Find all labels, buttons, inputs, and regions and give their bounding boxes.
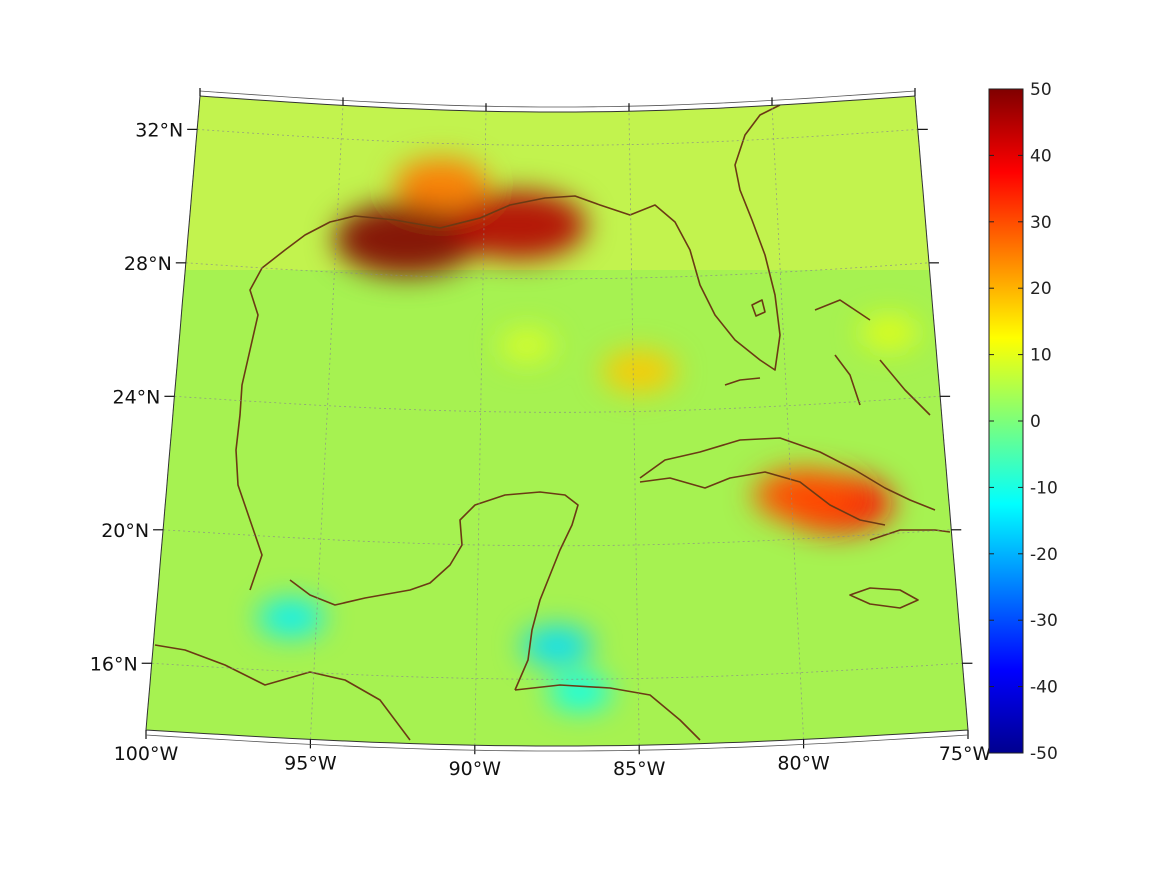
field-hotspot: [257, 598, 325, 637]
frame-tick-marks: [141, 88, 973, 755]
meridian-line: [771, 105, 804, 740]
field-hotspot: [499, 329, 555, 362]
lon-tick-label: 90°W: [449, 758, 502, 780]
colorbar-tick-label: 10: [1030, 346, 1052, 366]
longitude-labels: 100°W 95°W 90°W 85°W 80°W 75°W: [114, 743, 992, 780]
florida-keys-outline: [724, 377, 761, 386]
latitude-labels: 32°N 28°N 24°N 20°N 16°N: [90, 119, 183, 675]
parallel-line: [163, 529, 952, 547]
colorbar-tick-label: -20: [1030, 545, 1058, 565]
lat-tick-label: 28°N: [124, 253, 172, 275]
meridian-line: [628, 111, 640, 746]
colorbar-tick-label: 0: [1030, 412, 1041, 432]
field-hotspot: [334, 202, 481, 276]
cuba-outline: [639, 437, 936, 526]
hotspot-layer: [257, 158, 919, 711]
yucatan-outline: [289, 491, 579, 691]
bahamas-outline: [814, 299, 931, 416]
hispaniola-outline: [869, 529, 951, 541]
lat-tick-label: 24°N: [113, 386, 161, 408]
gulf-coast-outline: [235, 104, 781, 591]
field-hotspot: [860, 315, 919, 350]
field-hotspot: [521, 625, 593, 666]
field-hotspot: [601, 350, 678, 393]
colorbar-tick-label: 50: [1030, 80, 1052, 100]
colorbar-ramp: [988, 88, 1024, 754]
colorbar-tick-label: -50: [1030, 744, 1058, 764]
colorbar-tick-label: 30: [1030, 213, 1052, 233]
field-hotspot: [753, 468, 855, 523]
lon-tick-label: 75°W: [939, 743, 992, 765]
colorbar: 50 40 30 20 10 0 -10 -20 -30 -40 -50: [988, 80, 1058, 764]
colorbar-tick-label: 20: [1030, 279, 1052, 299]
colorbar-tick-label: -10: [1030, 478, 1058, 498]
colorbar-ticks: 50 40 30 20 10 0 -10 -20 -30 -40 -50: [989, 80, 1058, 764]
meridian-line: [310, 105, 344, 740]
lon-tick-label: 100°W: [114, 743, 179, 765]
lon-tick-label: 95°W: [284, 752, 337, 774]
coastlines: [154, 104, 951, 741]
parallel-line: [197, 129, 918, 146]
meridian-line: [474, 111, 487, 746]
lon-tick-label: 85°W: [613, 758, 666, 780]
jamaica-outline: [849, 587, 919, 609]
lon-tick-label: 80°W: [777, 752, 830, 774]
lat-tick-label: 16°N: [90, 653, 138, 675]
field-hotspot: [548, 674, 611, 711]
colorbar-tick-label: -40: [1030, 678, 1058, 698]
map-frame-inner: [199, 90, 916, 108]
field-hotspot: [451, 190, 587, 260]
lake-okeechobee-outline: [751, 299, 766, 317]
lat-tick-label: 32°N: [135, 119, 183, 141]
colorbar-tick-label: -30: [1030, 611, 1058, 631]
colorbar-tick-label: 40: [1030, 146, 1052, 166]
map-frame-inner-bottom: [145, 734, 969, 752]
lat-tick-label: 20°N: [101, 520, 149, 542]
central-america-outline: [154, 644, 701, 741]
parallel-line: [151, 662, 963, 680]
map-panel: 100°W 95°W 90°W 85°W 80°W 75°W 32°N 28°N 24°N 20…: [90, 88, 992, 780]
field-hotspot: [394, 158, 488, 209]
